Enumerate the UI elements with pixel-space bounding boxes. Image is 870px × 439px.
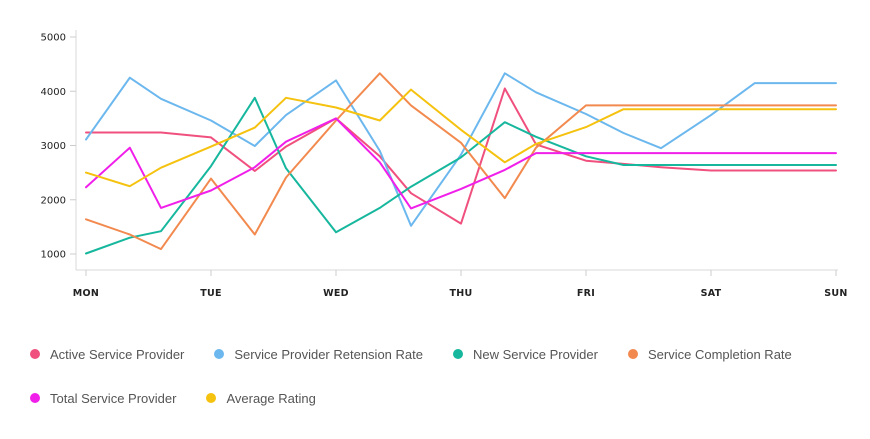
x-tick-label: SAT (701, 288, 722, 299)
legend-item[interactable]: Service Completion Rate (627, 346, 792, 362)
y-tick-label: 3000 (41, 141, 66, 152)
series-line (85, 117, 837, 210)
legend-label: Average Rating (226, 390, 316, 406)
y-tick-label: 5000 (41, 33, 66, 44)
y-axis-ticks: 1000 2000 3000 4000 5000 (41, 33, 76, 261)
series-line (85, 87, 837, 225)
series-line (85, 72, 837, 227)
series-line (85, 88, 837, 188)
x-axis-ticks: MON TUE WED THU FRI SAT SUN (73, 270, 847, 299)
legend-label: Active Service Provider (50, 346, 185, 362)
legend-item[interactable]: Active Service Provider (30, 347, 184, 362)
x-tick-label: SUN (824, 288, 847, 299)
y-tick-label: 2000 (41, 195, 66, 206)
y-tick-label: 1000 (41, 250, 66, 261)
legend-swatch (452, 349, 463, 359)
legend-label: New Service Provider (472, 346, 598, 362)
x-tick-label: THU (449, 288, 472, 299)
legend-item[interactable]: Service Provider Retension Rate (214, 347, 423, 362)
series-lines (85, 72, 837, 255)
legend-item[interactable]: New Service Provider (452, 346, 598, 362)
legend-item[interactable]: Average Rating (206, 390, 316, 406)
legend-row: Total Service Provider Average Rating (30, 387, 850, 409)
line-chart: 1000 2000 3000 4000 5000 MON TUE WED THU FRI SAT S… (41, 30, 847, 299)
legend-label: Total Service Provider (50, 390, 177, 406)
chart-legend: Active Service Provider Service Provider … (30, 343, 850, 409)
series-line (85, 96, 837, 255)
legend-item[interactable]: Total Service Provider (30, 391, 176, 406)
x-tick-label: FRI (577, 288, 595, 299)
y-tick-label: 4000 (41, 87, 66, 98)
legend-swatch (30, 349, 40, 359)
x-tick-label: WED (323, 288, 349, 299)
legend-swatch (214, 349, 225, 359)
legend-swatch (627, 349, 638, 359)
legend-label: Service Provider Retension Rate (234, 346, 423, 362)
legend-swatch (30, 393, 40, 403)
chart-axes (75, 30, 838, 271)
legend-row: Active Service Provider Service Provider … (30, 343, 850, 365)
legend-swatch (206, 393, 217, 403)
x-tick-label: MON (73, 288, 99, 299)
legend-label: Service Completion Rate (647, 346, 792, 362)
x-tick-label: TUE (200, 288, 222, 299)
series-line (85, 72, 837, 251)
